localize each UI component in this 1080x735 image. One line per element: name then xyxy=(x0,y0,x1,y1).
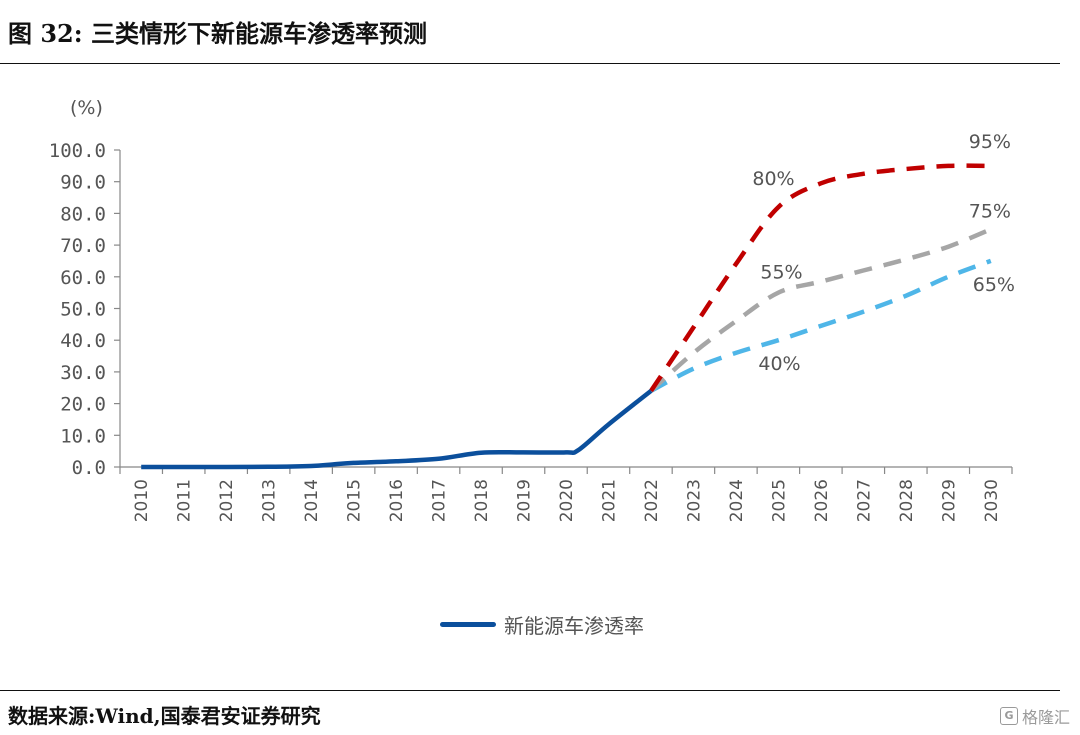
watermark-logo-icon: G xyxy=(999,707,1018,725)
x-tick-label: 2010 xyxy=(132,479,152,522)
y-axis: 100.0 90.0 80.0 70.0 60.0 50.0 40.0 30.0 20.0 10.… xyxy=(49,140,121,479)
y-tick-label: 80.0 xyxy=(60,203,106,225)
y-unit-label: (%) xyxy=(70,97,103,119)
x-tick-label: 2012 xyxy=(217,479,237,522)
legend: 新能源车渗透率 xyxy=(440,610,644,639)
y-tick-label: 10.0 xyxy=(60,425,106,447)
x-tick-label: 2018 xyxy=(472,479,492,522)
y-tick-label: 50.0 xyxy=(60,299,106,321)
series-line-1 xyxy=(649,163,991,393)
figure-title: 图 32: 三类情形下新能源车渗透率预测 xyxy=(8,19,427,48)
x-tick-label: 2030 xyxy=(982,479,1002,522)
x-tick-label: 2023 xyxy=(684,479,704,522)
y-tick-label: 100.0 xyxy=(49,140,106,162)
x-tick-label: 2017 xyxy=(430,479,450,522)
penetration-chart: (%) 100.0 90.0 80.0 70.0 60.0 50.0 40.0 30.0 20.… xyxy=(49,97,1015,522)
y-tick-label: 60.0 xyxy=(60,267,106,289)
x-tick-label: 2021 xyxy=(599,479,619,522)
x-axis: 2010 2011 2012 2013 2014 2015 2016 2017 2018 2019… xyxy=(119,466,1013,522)
source-note: 数据来源:Wind,国泰君安证券研究 xyxy=(8,704,321,728)
x-tick-label: 2025 xyxy=(769,479,789,522)
y-tick-label: 30.0 xyxy=(60,362,106,384)
annotations: 80% 95% 55% 75% 40% 65% xyxy=(752,131,1015,375)
series-line-2 xyxy=(649,227,992,393)
x-tick-label: 2013 xyxy=(260,479,280,522)
annotation-label: 80% xyxy=(752,168,794,190)
x-tick-label: 2024 xyxy=(727,479,747,522)
x-tick-label: 2029 xyxy=(939,479,959,522)
watermark-text: 格隆汇 xyxy=(1021,708,1070,727)
annotation-label: 55% xyxy=(760,262,802,284)
annotation-label: 65% xyxy=(973,274,1015,296)
x-tick-label: 2027 xyxy=(854,479,874,522)
y-tick-label: 20.0 xyxy=(60,394,106,416)
annotation-label: 95% xyxy=(969,131,1011,153)
x-tick-label: 2022 xyxy=(642,479,662,522)
series-line-0 xyxy=(141,389,653,470)
x-tick-label: 2014 xyxy=(302,479,322,522)
y-tick-label: 40.0 xyxy=(60,330,106,352)
annotation-label: 75% xyxy=(969,200,1011,222)
top-rule xyxy=(0,63,1060,64)
x-tick-label: 2011 xyxy=(175,479,195,522)
y-tick-label: 0.0 xyxy=(72,457,106,479)
x-tick-label: 2020 xyxy=(557,479,577,522)
x-tick-label: 2019 xyxy=(515,479,535,522)
bottom-rule xyxy=(0,690,1060,691)
legend-label-penetration: 新能源车渗透率 xyxy=(504,614,644,638)
x-tick-label: 2026 xyxy=(812,479,832,522)
series-lines xyxy=(141,163,992,470)
annotation-label: 40% xyxy=(758,353,800,375)
legend-swatch-penetration xyxy=(440,622,496,627)
x-tick-label: 2028 xyxy=(897,479,917,522)
y-tick-label: 70.0 xyxy=(60,235,106,257)
x-tick-label: 2016 xyxy=(387,479,407,522)
y-tick-label: 90.0 xyxy=(60,172,106,194)
watermark: G 格隆汇 xyxy=(999,704,1070,728)
series-line-3 xyxy=(649,258,992,393)
x-tick-label: 2015 xyxy=(345,479,365,522)
